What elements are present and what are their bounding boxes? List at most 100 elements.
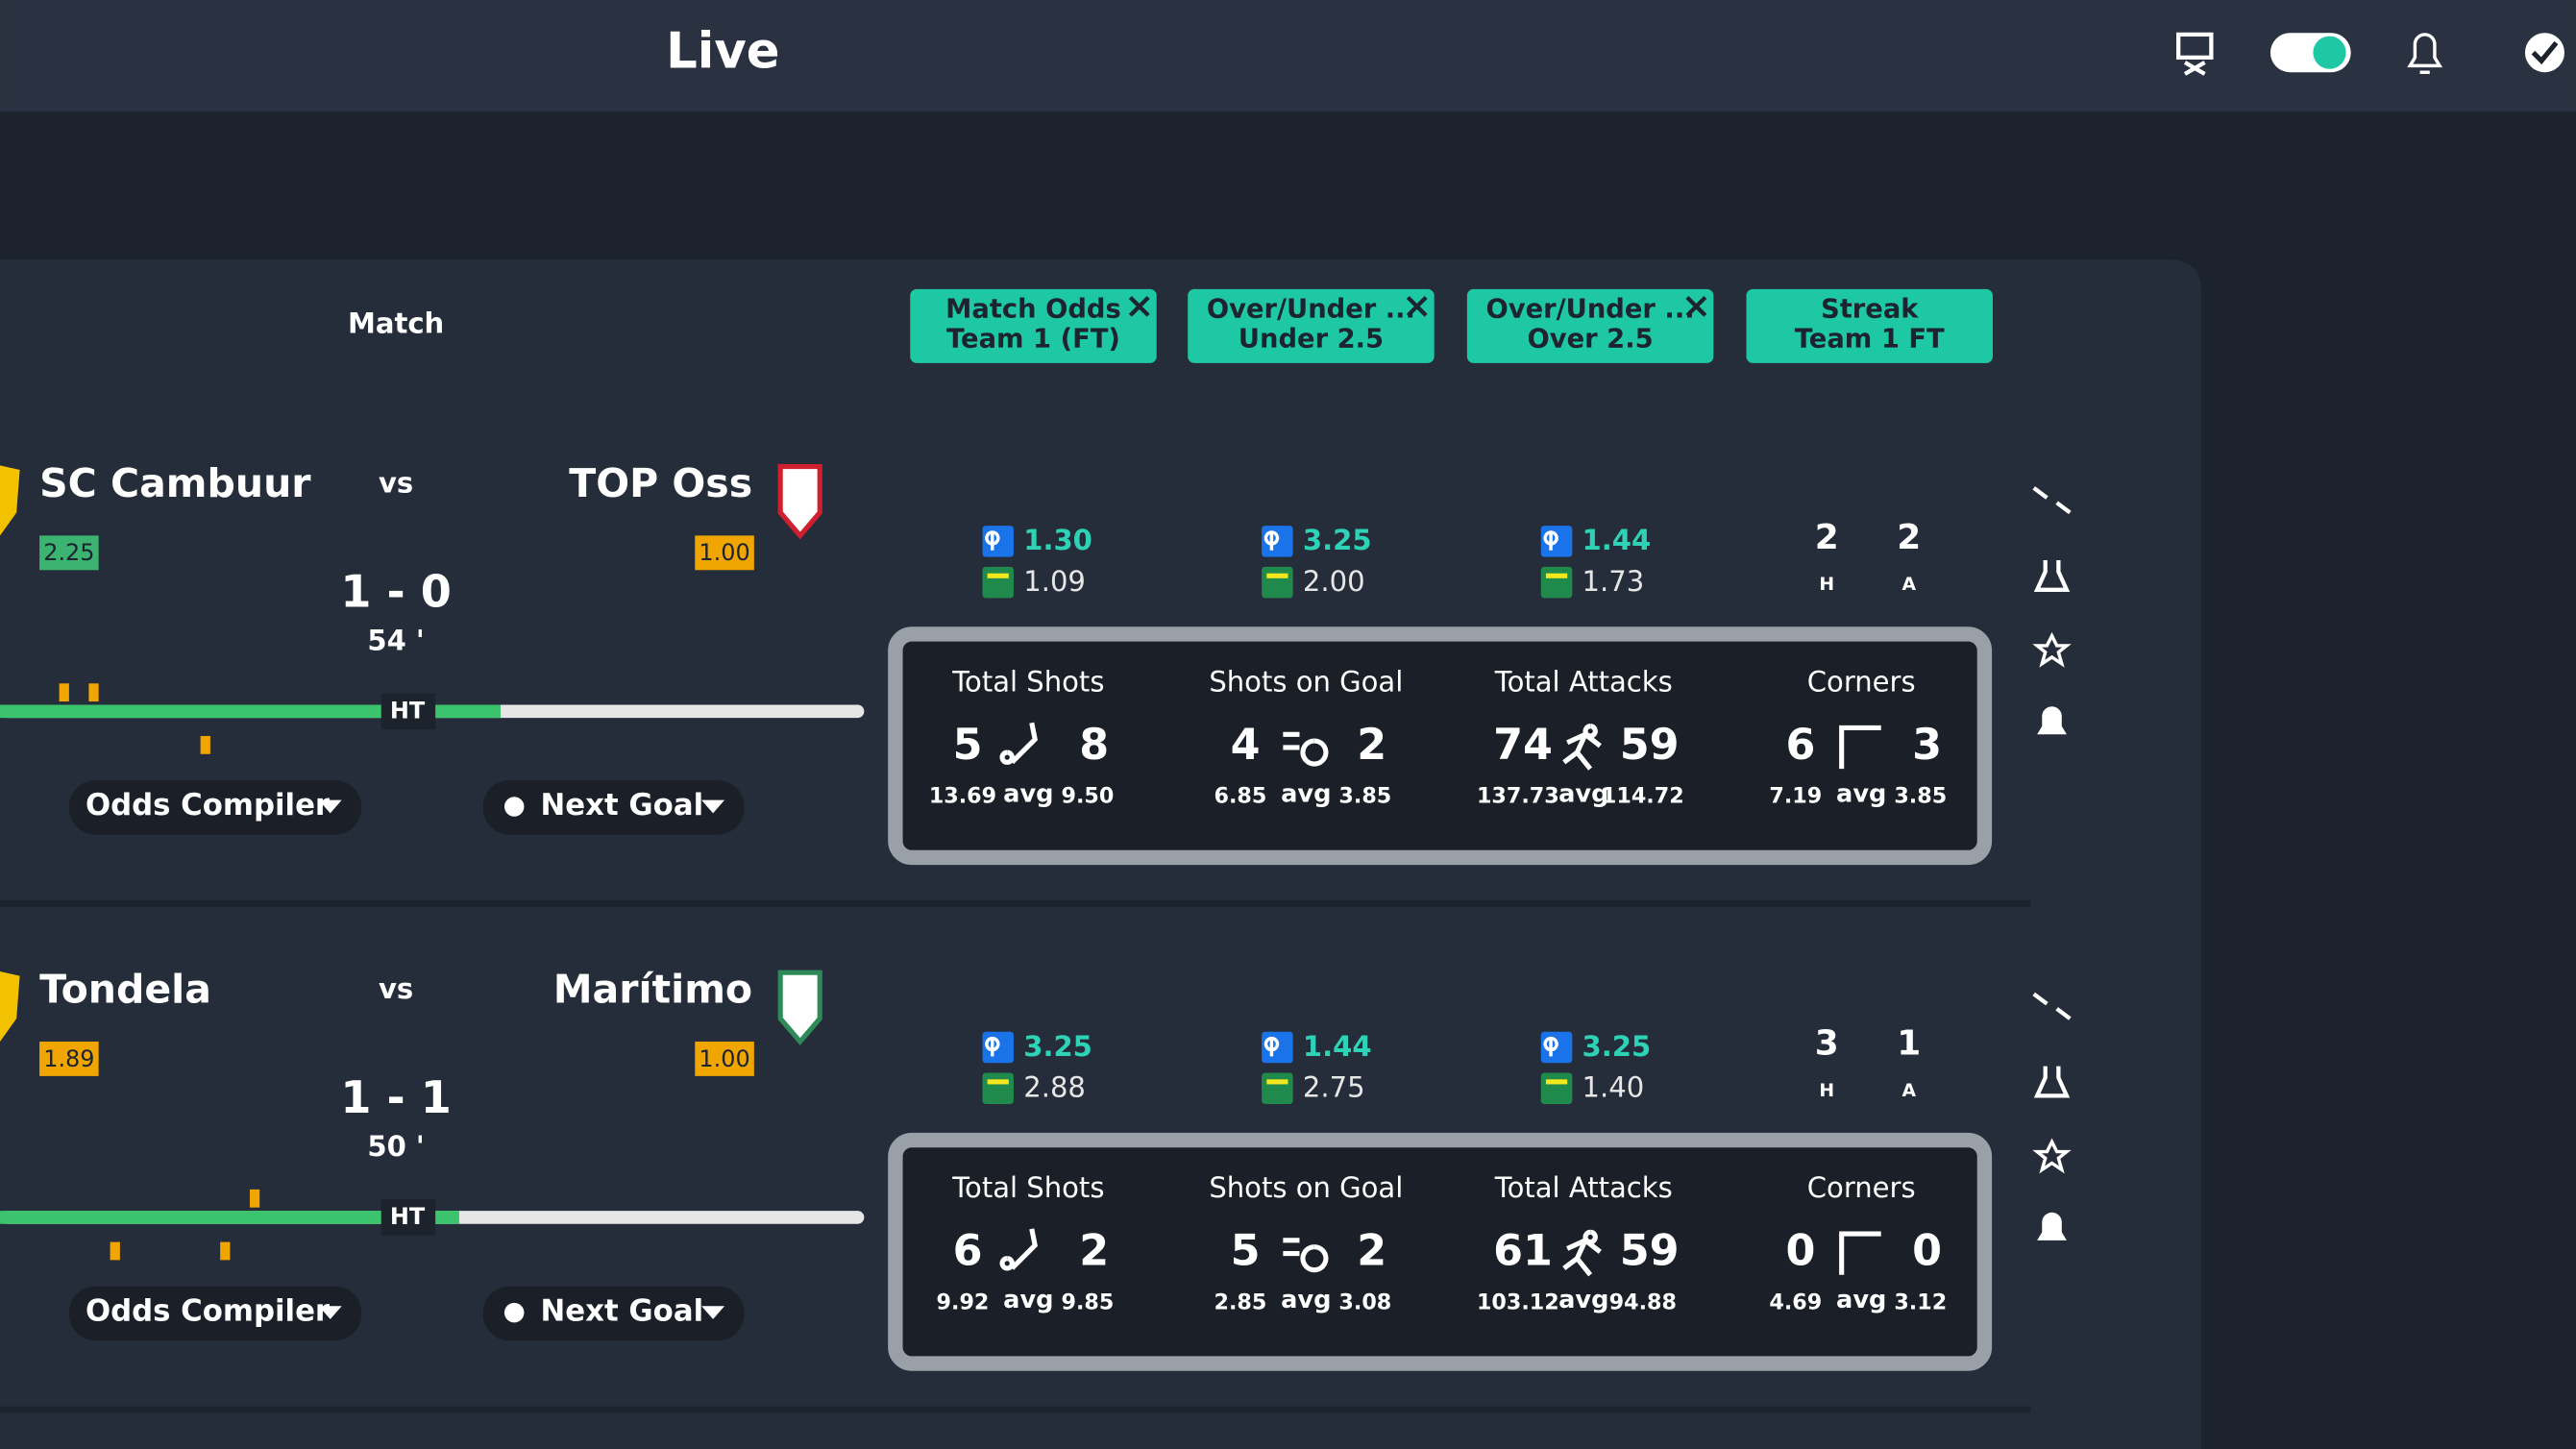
stat-away-avg: 3.08 [1338,1289,1391,1314]
b-logo-mark [985,530,1000,551]
home-team: Tondela [39,967,211,1013]
stat-home: 5 [953,721,983,770]
ball-icon [503,797,525,817]
column-title: Streak [1821,295,1919,325]
column-subtitle: Team 1 (FT) [946,324,1120,354]
bet365-odds: 2.75 [1303,1071,1365,1104]
star-icon[interactable] [2032,631,2072,668]
b-logo-mark [1543,530,1558,551]
away-team: TOP Oss [569,460,752,506]
stat-label: Corners [1807,1171,1916,1204]
bet365-logo-mark [1545,573,1568,578]
streak-home: 2 [1815,518,1839,557]
event-card [59,683,69,702]
avg-label: avg [1836,780,1886,809]
column-subtitle: Under 2.5 [1239,324,1384,354]
ht-box [380,1199,436,1236]
stat-icon [1283,731,1329,767]
ht-label: HT [390,697,426,724]
stats-box [888,1132,1993,1371]
close-icon[interactable] [1406,295,1428,317]
stat-home: 61 [1493,1227,1553,1276]
star-icon[interactable] [2032,1138,2072,1174]
presentation-icon[interactable] [2176,32,2214,76]
column-pill[interactable] [1746,288,1993,363]
next-goal-button[interactable] [482,780,745,835]
stat-away-avg: 9.85 [1061,1289,1114,1314]
odds-compiler-label: Odds Compiler [86,788,331,823]
close-icon[interactable] [1128,295,1150,317]
stat-home-avg: 6.85 [1214,784,1267,809]
column-subtitle: Team 1 FT [1795,324,1945,354]
away-label: A [1902,1081,1917,1101]
bet365-logo-mark [987,573,1009,578]
event-card [110,1241,120,1261]
stat-home: 74 [1493,721,1553,770]
avg-label: avg [1003,780,1053,809]
odds-compiler-button[interactable] [68,780,362,835]
stat-away: 59 [1620,721,1680,770]
next-goal-button[interactable] [482,1286,745,1341]
stat-away: 59 [1620,1227,1680,1276]
avg-label: avg [1836,1286,1886,1314]
away-label: A [1902,575,1917,595]
avg-label: avg [1003,1286,1053,1314]
stat-home: 5 [1231,1227,1261,1276]
away-logo [777,970,822,1045]
ht-box [380,693,436,730]
away-odds: 1.00 [699,1045,749,1072]
stat-away: 2 [1357,721,1386,770]
bell-icon[interactable] [2037,706,2067,735]
column-pill[interactable] [1188,288,1435,363]
match-minute: 50 ' [367,1130,424,1163]
close-icon[interactable] [1685,295,1707,317]
dropdown-arrow [318,1306,342,1319]
bet365-logo [1540,566,1573,599]
column-title: Match Odds [945,295,1121,325]
score: 1 - 0 [340,565,452,617]
theme-toggle[interactable] [2269,33,2351,73]
row-separator [0,899,2031,907]
compare-icon[interactable] [2032,992,2072,1020]
b-logo-mark [1263,530,1280,551]
stat-label: Shots on Goal [1209,665,1403,698]
flask-icon[interactable] [2033,1066,2071,1098]
home-logo [0,465,20,536]
stat-away-avg: 3.12 [1894,1289,1947,1314]
bell-icon[interactable] [2037,1212,2067,1240]
stat-away-avg: 9.50 [1061,784,1114,809]
home-team: SC Cambuur [39,460,311,506]
stat-label: Shots on Goal [1209,1171,1403,1204]
dropdown-arrow [318,799,342,814]
stat-label: Total Attacks [1494,1171,1673,1204]
ball-icon [503,1302,525,1323]
odds-compiler-label: Odds Compiler [86,1294,331,1329]
column-pill[interactable] [1466,288,1714,363]
bet365-logo-mark [987,1079,1009,1085]
away-odds-badge [695,535,754,571]
dropdown-arrow [701,1306,725,1319]
stats-box [888,626,1993,866]
bet365-odds: 1.73 [1582,565,1645,598]
event-card [88,683,99,702]
event-card [200,735,210,754]
stat-away-avg: 3.85 [1338,784,1391,809]
stat-away: 3 [1912,721,1942,770]
b-logo-mark [1543,1036,1558,1057]
column-pill[interactable] [910,288,1157,363]
compare-icon[interactable] [2032,486,2072,515]
event-card [220,1241,231,1261]
stat-away: 0 [1912,1227,1942,1276]
stat-icon [999,1228,1038,1271]
away-logo [777,464,822,540]
flask-icon[interactable] [2033,560,2071,592]
check-icon[interactable] [2524,33,2564,73]
bell-icon[interactable] [2407,33,2443,74]
stat-away: 8 [1079,721,1109,770]
avg-label: avg [1281,780,1331,809]
stat-home-avg: 9.92 [937,1289,990,1314]
stat-home: 6 [1785,721,1815,770]
bet365-logo [1262,566,1293,599]
odds-compiler-button[interactable] [68,1286,362,1341]
b-odds: 1.44 [1582,524,1652,556]
